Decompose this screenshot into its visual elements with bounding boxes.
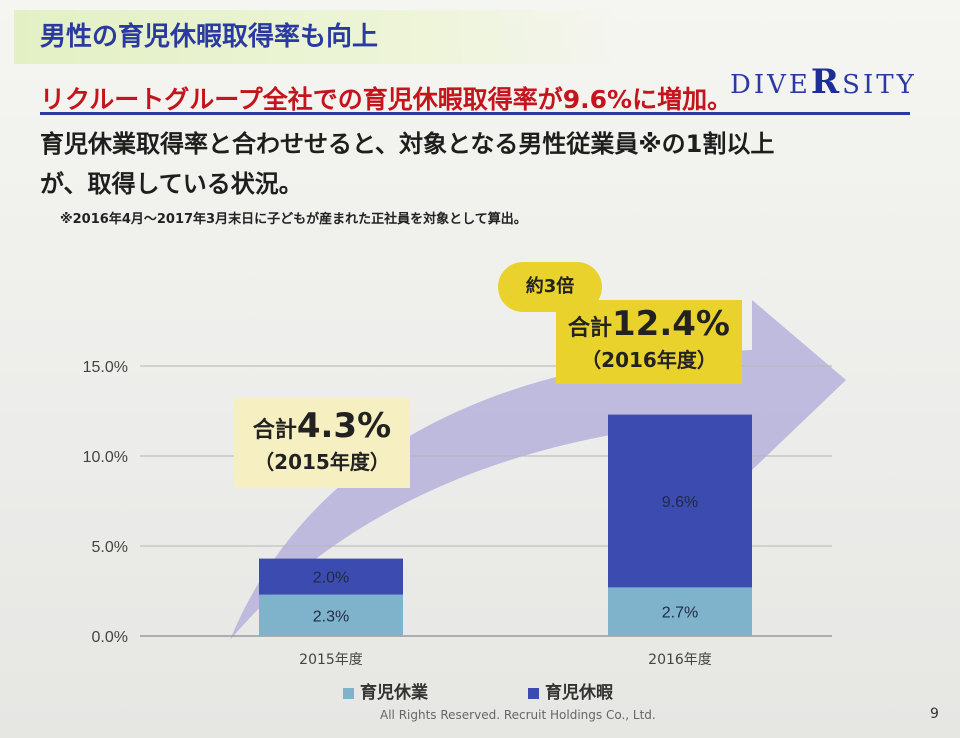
slide-title: 男性の育児休暇取得率も向上 <box>40 22 379 52</box>
bar-data-label: 2.3% <box>313 608 349 625</box>
x-tick-label: 2015年度 <box>299 652 363 668</box>
y-tick-label: 15.0% <box>83 359 128 376</box>
body-line-2: が、取得している状況。 <box>40 170 303 198</box>
bar-segment <box>608 414 752 588</box>
title-rule <box>40 112 910 115</box>
bar-segment <box>259 594 403 636</box>
page-number: 9 <box>930 706 939 722</box>
copyright-footer: All Rights Reserved. Recruit Holdings Co… <box>380 708 656 722</box>
bar-segment <box>259 558 403 595</box>
headline: リクルートグループ全社での育児休暇取得率が9.6%に増加。 <box>40 85 733 114</box>
body-line-1: 育児休業取得率と合わせせると、対象となる男性従業員※の1割以上 <box>40 130 775 158</box>
callout-2015: 合計4.3% （2015年度） <box>234 398 410 488</box>
y-tick-label: 10.0% <box>83 449 128 466</box>
callout-2016-sub: （2016年度） <box>581 348 717 372</box>
title-band <box>14 10 614 64</box>
legend-item-kyuka: 育児休暇 <box>528 678 613 703</box>
footnote: ※2016年4月～2017年3月末日に子どもが産まれた正社員を対象として算出。 <box>60 212 527 227</box>
y-tick-label: 5.0% <box>92 539 128 556</box>
logo-part-2: R <box>810 62 843 102</box>
x-tick-label: 2016年度 <box>648 652 712 668</box>
legend-item-kyugyo: 育児休業 <box>343 678 428 703</box>
logo-part-1: DIVE <box>730 70 811 100</box>
bar-data-label: 9.6% <box>662 494 698 511</box>
legend-label-kyuka: 育児休暇 <box>545 683 613 703</box>
callout-2015-value: 4.3% <box>296 406 392 446</box>
legend-swatch-kyuka <box>528 687 539 699</box>
diversity-logo: DIVERSITY <box>730 62 917 102</box>
bar-data-label: 2.7% <box>662 605 698 622</box>
legend-swatch-kyugyo <box>343 687 354 699</box>
callout-2015-label: 合計 <box>252 418 297 443</box>
growth-arrow <box>230 300 846 640</box>
callout-2016-label: 合計 <box>568 316 613 341</box>
bar-segment <box>608 587 752 636</box>
bar-data-label: 2.0% <box>313 570 349 587</box>
callout-2016-value: 12.4% <box>612 304 730 344</box>
callout-2016: 合計12.4% （2016年度） <box>556 300 742 384</box>
legend-label-kyugyo: 育児休業 <box>360 683 428 703</box>
callout-2015-sub: （2015年度） <box>254 450 390 474</box>
logo-part-3: SITY <box>842 70 917 100</box>
y-tick-label: 0.0% <box>92 629 128 646</box>
